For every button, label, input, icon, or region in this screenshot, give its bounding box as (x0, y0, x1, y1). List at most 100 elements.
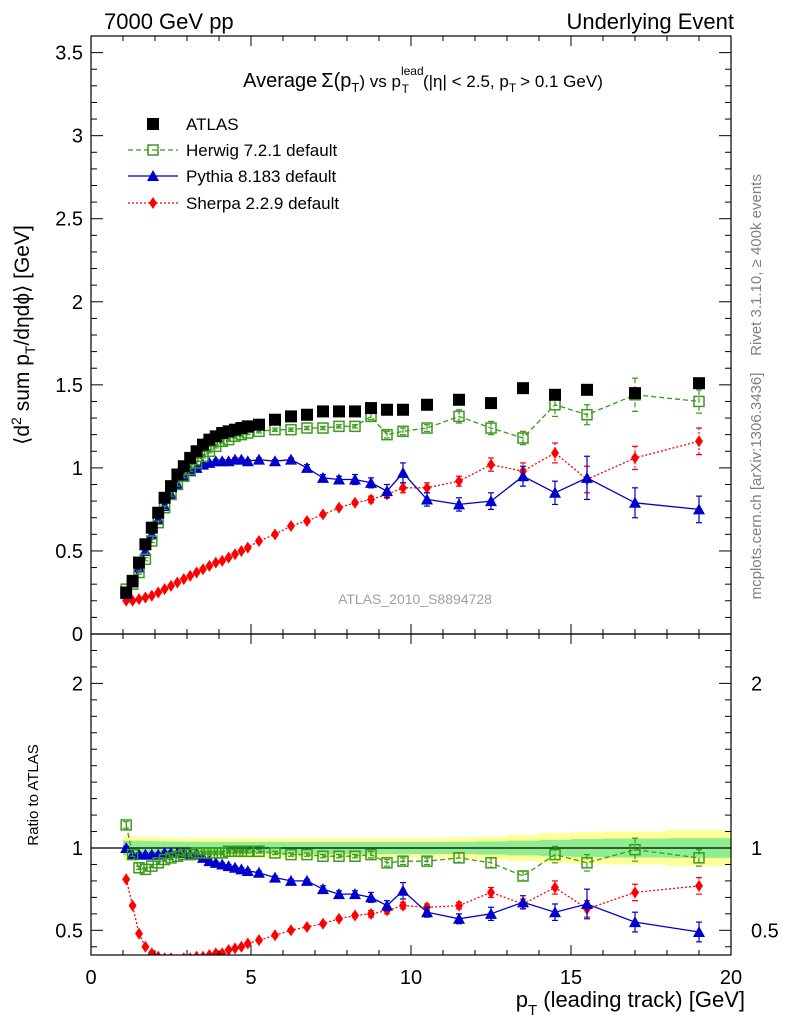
main-y-tick-label: 3 (72, 126, 83, 148)
legend-label-atlas: ATLAS (186, 115, 239, 134)
ratio-point-herwig (629, 843, 641, 856)
xlabel-rest: (leading track) [GeV] (537, 987, 745, 1012)
ratio-point-herwig (365, 848, 377, 861)
main-point-sherpa (173, 576, 182, 589)
xlabel-t: T (528, 1002, 537, 1019)
ratio-point-herwig (178, 848, 190, 861)
ratio-point-sherpa (303, 921, 311, 934)
main-point-atlas (453, 393, 465, 406)
main-series-atlas (120, 377, 705, 599)
ratio-point-herwig (549, 848, 561, 861)
main-point-sherpa (487, 458, 495, 471)
main-point-atlas (253, 418, 265, 431)
main-point-herwig (517, 432, 529, 444)
legend-label-pythia: Pythia 8.183 default (186, 167, 337, 186)
main-point-atlas (120, 586, 133, 599)
ratio-point-sherpa (122, 873, 131, 886)
main-point-sherpa (271, 528, 279, 541)
legend-label-sherpa: Sherpa 2.2.9 default (186, 194, 339, 213)
main-point-atlas (421, 398, 433, 411)
ratio-point-herwig (349, 850, 361, 862)
main-point-sherpa (455, 475, 463, 488)
main-series-sherpa (122, 427, 703, 607)
ratio-y-tick-label-right: 1 (751, 838, 762, 860)
ratio-point-herwig (485, 857, 497, 869)
xlabel-p: p (516, 987, 528, 1012)
main-point-sherpa (243, 541, 252, 554)
ratio-point-pythia (397, 884, 409, 896)
main-point-atlas (629, 387, 641, 400)
main-point-pythia (629, 496, 641, 508)
ratio-point-herwig (693, 852, 705, 864)
analysis-label: ATLAS_2010_S8894728 (338, 591, 492, 607)
legend: ATLAS Herwig 7.2.1 default Pythia 8.183 de… (128, 115, 339, 213)
ratio-series-sherpa (122, 873, 703, 955)
ratio-series-pythia (120, 842, 705, 943)
ratio-y-tick-label-left: 2 (72, 673, 83, 695)
main-y-tick-label: 2 (72, 292, 83, 314)
main-point-atlas (145, 521, 158, 534)
main-point-sherpa (423, 481, 431, 494)
ratio-series-herwig (120, 819, 705, 882)
main-point-pythia (139, 544, 152, 556)
main-point-pythia (301, 461, 313, 473)
main-y-tick-label: 0.5 (55, 541, 83, 563)
main-point-sherpa (205, 559, 214, 572)
ylabel-b: sum p (11, 354, 34, 417)
ratio-frame (90, 633, 732, 956)
main-point-sherpa (255, 534, 263, 547)
main-point-atlas (158, 491, 171, 504)
ratio-point-sherpa (224, 944, 233, 955)
ylabel-t: T (22, 345, 38, 354)
main-point-sherpa (231, 548, 239, 561)
ratio-point-sherpa (271, 929, 279, 942)
ratio-point-pythia (549, 906, 561, 918)
ratio-point-sherpa (162, 952, 167, 955)
x-tick-label: 20 (720, 967, 742, 989)
ratio-point-herwig (152, 857, 164, 869)
main-y-tick-label: 1.5 (55, 375, 83, 397)
ratio-point-sherpa (135, 927, 143, 940)
ratio-point-pythia (381, 899, 393, 911)
main-point-pythia (269, 455, 281, 467)
main-point-herwig (581, 408, 593, 421)
ratio-point-pythia (365, 891, 377, 903)
main-point-sherpa (218, 554, 227, 567)
ratio-point-herwig (581, 857, 593, 869)
main-point-atlas (381, 403, 393, 416)
title-vs: ) vs p (359, 72, 401, 91)
ratio-point-sherpa (287, 924, 295, 937)
title-sub-t2: T (402, 82, 410, 96)
main-series-pythia (120, 453, 705, 600)
main-point-sherpa (211, 556, 220, 569)
main-point-sherpa (154, 586, 163, 599)
ratio-series-group (120, 819, 705, 955)
ratio-point-sherpa (351, 909, 359, 922)
main-point-pythia (549, 486, 561, 498)
main-point-sherpa (351, 496, 359, 509)
x-tick-label: 15 (560, 967, 582, 989)
main-point-atlas (549, 388, 561, 401)
legend-marker-pythia (147, 170, 159, 181)
main-point-atlas (301, 408, 313, 421)
main-point-atlas (133, 556, 145, 569)
ratio-point-sherpa (193, 950, 200, 955)
ratio-point-pythia (241, 865, 254, 877)
ratio-point-herwig (397, 855, 409, 867)
ratio-point-pythia (349, 888, 361, 900)
main-point-herwig (285, 423, 297, 436)
main-point-sherpa (160, 583, 169, 596)
main-point-sherpa (199, 563, 207, 576)
ratio-point-sherpa (631, 886, 639, 899)
main-point-pythia (333, 473, 345, 485)
ratio-point-sherpa (188, 952, 193, 955)
ratio-point-herwig (421, 855, 433, 867)
main-point-atlas (333, 405, 345, 418)
main-point-atlas (317, 405, 329, 418)
main-point-pythia (317, 471, 329, 483)
ylabel-sq: 2 (8, 417, 24, 425)
main-ylabel: ⟨d2 sum pT/dηdϕ⟩ [GeV] (8, 225, 38, 445)
main-point-herwig (453, 410, 465, 423)
main-point-herwig (317, 422, 329, 434)
ratio-point-pythia (333, 888, 345, 900)
